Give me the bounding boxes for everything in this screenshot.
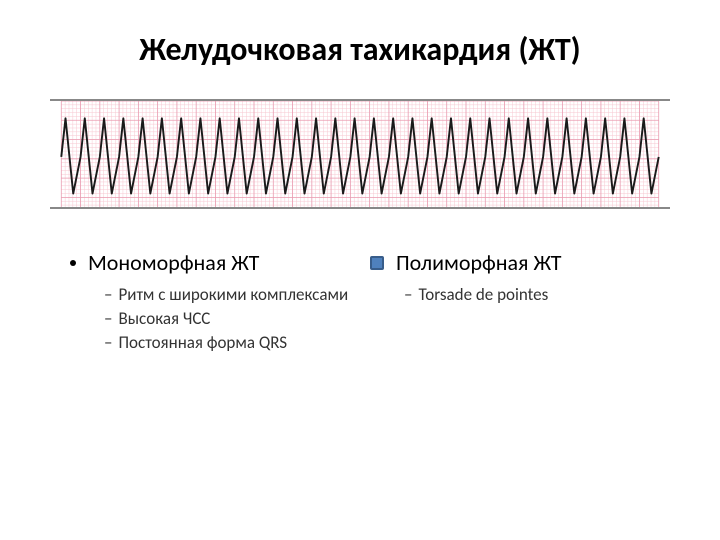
list-item: –Постоянная форма QRS — [104, 332, 370, 354]
left-heading-row: Мономорфная ЖТ — [70, 249, 370, 276]
list-item: –Ритм с широкими комплексами — [104, 284, 370, 306]
list-item-text: Torsade de pointes — [418, 284, 548, 306]
list-item: –Высокая ЧСС — [104, 308, 370, 330]
dash-icon: – — [104, 332, 112, 354]
dash-icon: – — [404, 284, 412, 306]
bullet-square-icon — [370, 256, 384, 270]
right-sublist: –Torsade de pointes — [370, 284, 670, 306]
slide: Желудочковая тахикардия (ЖТ) Мономорфная… — [0, 0, 720, 540]
ecg-waveform — [50, 101, 670, 207]
list-item-text: Постоянная форма QRS — [118, 332, 287, 354]
right-heading: Полиморфная ЖТ — [396, 249, 562, 276]
ecg-strip — [50, 99, 670, 209]
list-item-text: Высокая ЧСС — [118, 308, 210, 330]
bullet-dot-icon — [70, 260, 76, 266]
dash-icon: – — [104, 284, 112, 306]
dash-icon: – — [104, 308, 112, 330]
slide-title: Желудочковая тахикардия (ЖТ) — [50, 30, 670, 69]
left-column: Мономорфная ЖТ –Ритм с широкими комплекс… — [50, 249, 370, 356]
list-item: –Torsade de pointes — [404, 284, 670, 306]
list-item-text: Ритм с широкими комплексами — [118, 284, 348, 306]
right-column: Полиморфная ЖТ –Torsade de pointes — [370, 249, 670, 356]
right-heading-row: Полиморфная ЖТ — [370, 249, 670, 276]
content-columns: Мономорфная ЖТ –Ритм с широкими комплекс… — [50, 249, 670, 356]
left-sublist: –Ритм с широкими комплексами–Высокая ЧСС… — [70, 284, 370, 354]
left-heading: Мономорфная ЖТ — [88, 249, 259, 276]
